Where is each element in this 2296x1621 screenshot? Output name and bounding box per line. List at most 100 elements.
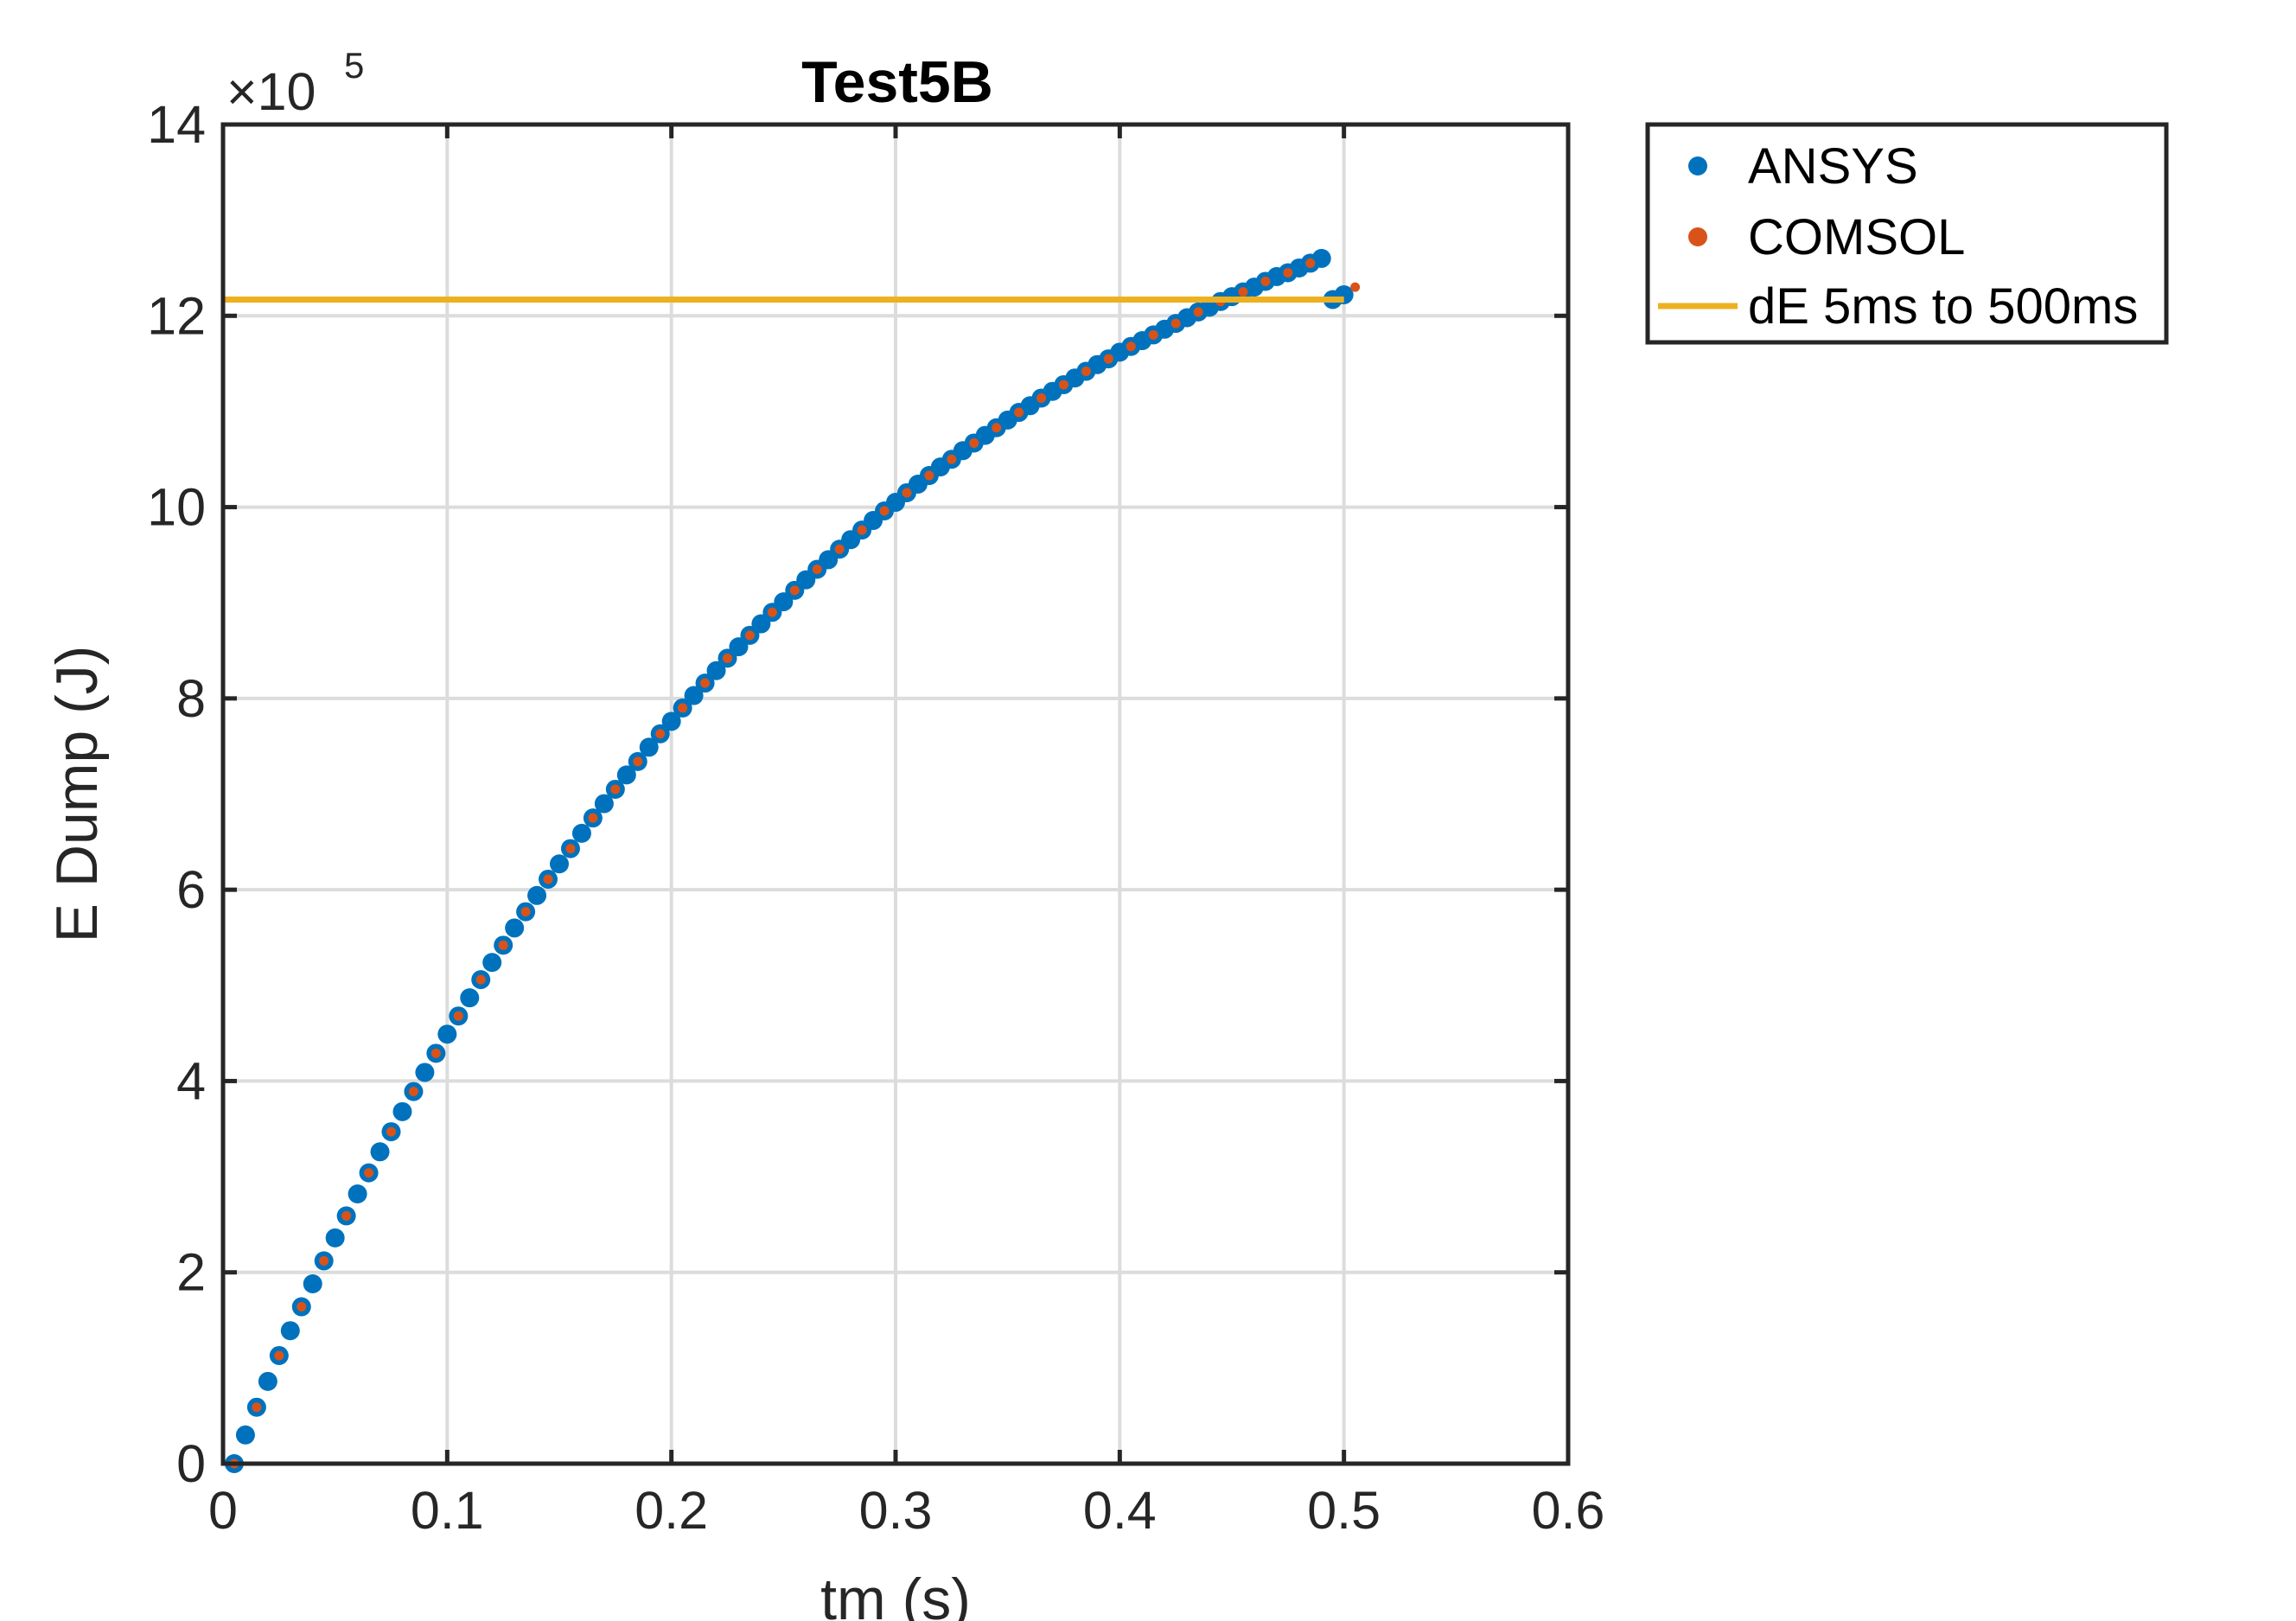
data-point-1 [655,729,666,739]
data-point-1 [520,907,531,917]
data-point-1 [453,1011,463,1021]
data-point-1 [498,940,508,950]
data-point-1 [588,813,598,823]
data-point-0 [415,1063,435,1082]
data-point-0 [661,712,681,731]
data-point-1 [1238,287,1248,297]
data-point-1 [744,630,755,641]
data-point-1 [1193,307,1203,317]
data-point-0 [527,885,547,905]
data-point-0 [460,988,480,1008]
data-point-1 [1260,276,1271,286]
data-point-1 [812,564,822,574]
y-axis-exponent-base: ×10 [226,62,316,121]
data-point-1 [947,454,957,464]
legend-label: ANSYS [1748,138,1918,195]
data-point-1 [633,756,643,767]
data-point-1 [767,607,777,617]
legend-swatch-dot [1688,227,1707,246]
data-point-0 [370,1142,390,1162]
x-tick-label: 0.3 [859,1481,933,1540]
data-point-0 [684,686,704,705]
data-point-1 [789,585,800,596]
x-axis-title: tm (s) [820,1567,971,1621]
data-point-0 [258,1371,277,1391]
data-point-1 [992,423,1002,433]
data-point-0 [550,854,569,874]
y-tick-label: 6 [176,860,206,919]
data-point-1 [857,525,867,535]
data-point-1 [319,1255,329,1266]
data-point-1 [297,1302,307,1312]
data-point-1 [252,1402,262,1413]
y-axis-title: E Dump (J) [44,646,110,943]
data-point-0 [1311,248,1331,268]
data-point-1 [969,437,979,448]
data-point-1 [879,506,890,516]
axes [220,122,1571,1466]
legend-label: dE 5ms to 500ms [1748,278,2138,335]
x-tick-label: 0.4 [1083,1481,1157,1540]
data-point-1 [274,1350,284,1361]
x-tick-label: 0.5 [1307,1481,1381,1540]
data-point-0 [235,1425,255,1445]
data-point-0 [325,1228,345,1248]
data-point-1 [1036,392,1047,403]
x-tick-label: 0 [208,1481,238,1540]
data-point-1 [1350,282,1361,292]
y-tick-label: 4 [176,1051,206,1110]
data-point-1 [386,1126,396,1137]
data-point-0 [280,1321,300,1341]
data-point-1 [1081,366,1091,376]
legend-swatch-dot [1688,156,1707,176]
data-point-0 [706,661,726,680]
data-point-1 [834,544,845,554]
data-point-1 [543,874,553,884]
data-point-1 [924,470,934,481]
data-point-0 [594,794,614,814]
y-tick-label: 0 [176,1434,206,1493]
data-point-1 [364,1168,374,1178]
data-point-1 [678,703,688,713]
data-point-0 [303,1273,322,1293]
y-tick-label: 2 [176,1243,206,1302]
data-point-0 [639,737,659,757]
data-point-1 [1305,258,1316,268]
data-point-0 [437,1024,457,1044]
y-tick-label: 10 [147,478,206,537]
legend: ANSYS COMSOL dE 5ms to 500ms [1645,122,2169,345]
data-point-1 [341,1210,352,1221]
x-tick-label: 0.1 [411,1481,484,1540]
legend-label: COMSOL [1748,209,1965,265]
x-tick-label: 0.6 [1532,1481,1605,1540]
data-point-1 [723,653,732,663]
y-axis-exponent-power: 5 [344,45,364,86]
data-point-0 [505,918,525,938]
data-point-1 [610,784,621,795]
data-point-1 [1148,329,1158,340]
data-point-1 [700,678,711,688]
data-point-1 [1103,354,1113,364]
data-point-1 [1126,341,1136,352]
data-point-0 [571,823,591,843]
x-tick-label: 0.2 [635,1481,708,1540]
data-point-1 [1170,318,1181,329]
data-point-0 [348,1184,367,1203]
data-point-0 [392,1101,412,1121]
data-point-1 [430,1048,441,1058]
y-axis-exponent: ×10 5 [226,45,364,121]
y-tick-label: 14 [147,95,206,154]
data-point-1 [1283,267,1293,278]
data-point-1 [1059,380,1068,390]
data-point-0 [482,953,502,973]
data-point-1 [475,974,486,985]
y-tick-label: 8 [176,669,206,728]
data-point-1 [1014,407,1024,418]
plot-series [223,248,1361,1473]
data-point-0 [616,765,636,785]
chart-title: Test5B [801,49,993,115]
data-point-1 [565,844,576,854]
y-tick-label: 12 [147,286,206,345]
tick-labels: 0 0.1 0.2 0.3 0.4 0.5 0.6 0 2 4 6 8 10 12 14 [147,95,1604,1540]
